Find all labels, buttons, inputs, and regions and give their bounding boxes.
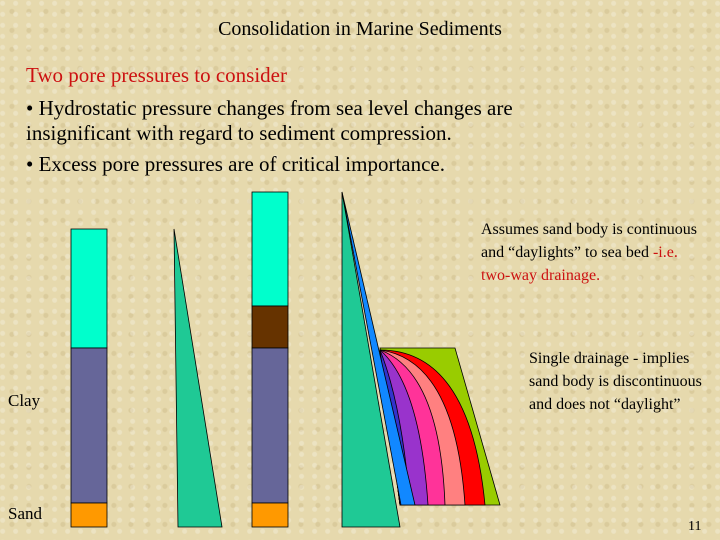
column-clay: [251, 347, 289, 504]
sand: [70, 502, 108, 528]
label: Clay: [8, 391, 41, 410]
note: Single drainage - implies sand body is d…: [529, 350, 702, 413]
note-text: Assumes sand body is continuous and “day…: [481, 221, 697, 261]
column-brown: [251, 305, 289, 349]
column-top: [251, 191, 289, 307]
column-sand: [251, 502, 289, 528]
intro: Two pore pressures to consider: [26, 63, 287, 87]
bullet: • Excess pore pressures are of critical …: [26, 152, 446, 176]
title: Consolidation in Marine Sediments: [218, 18, 502, 40]
clay: [70, 347, 108, 504]
page-number: 11: [688, 519, 702, 534]
note-highlight: -i.e. two-way drainage.: [481, 244, 678, 284]
triangle: [341, 191, 401, 528]
triangle: [173, 228, 223, 528]
note: Assumes sand body is continuous and “day…: [481, 218, 701, 287]
label: Sand: [8, 504, 42, 523]
clay-top: [70, 228, 108, 349]
sliver: [341, 191, 416, 506]
bullet: • Hydrostatic pressure changes from sea …: [26, 96, 513, 145]
